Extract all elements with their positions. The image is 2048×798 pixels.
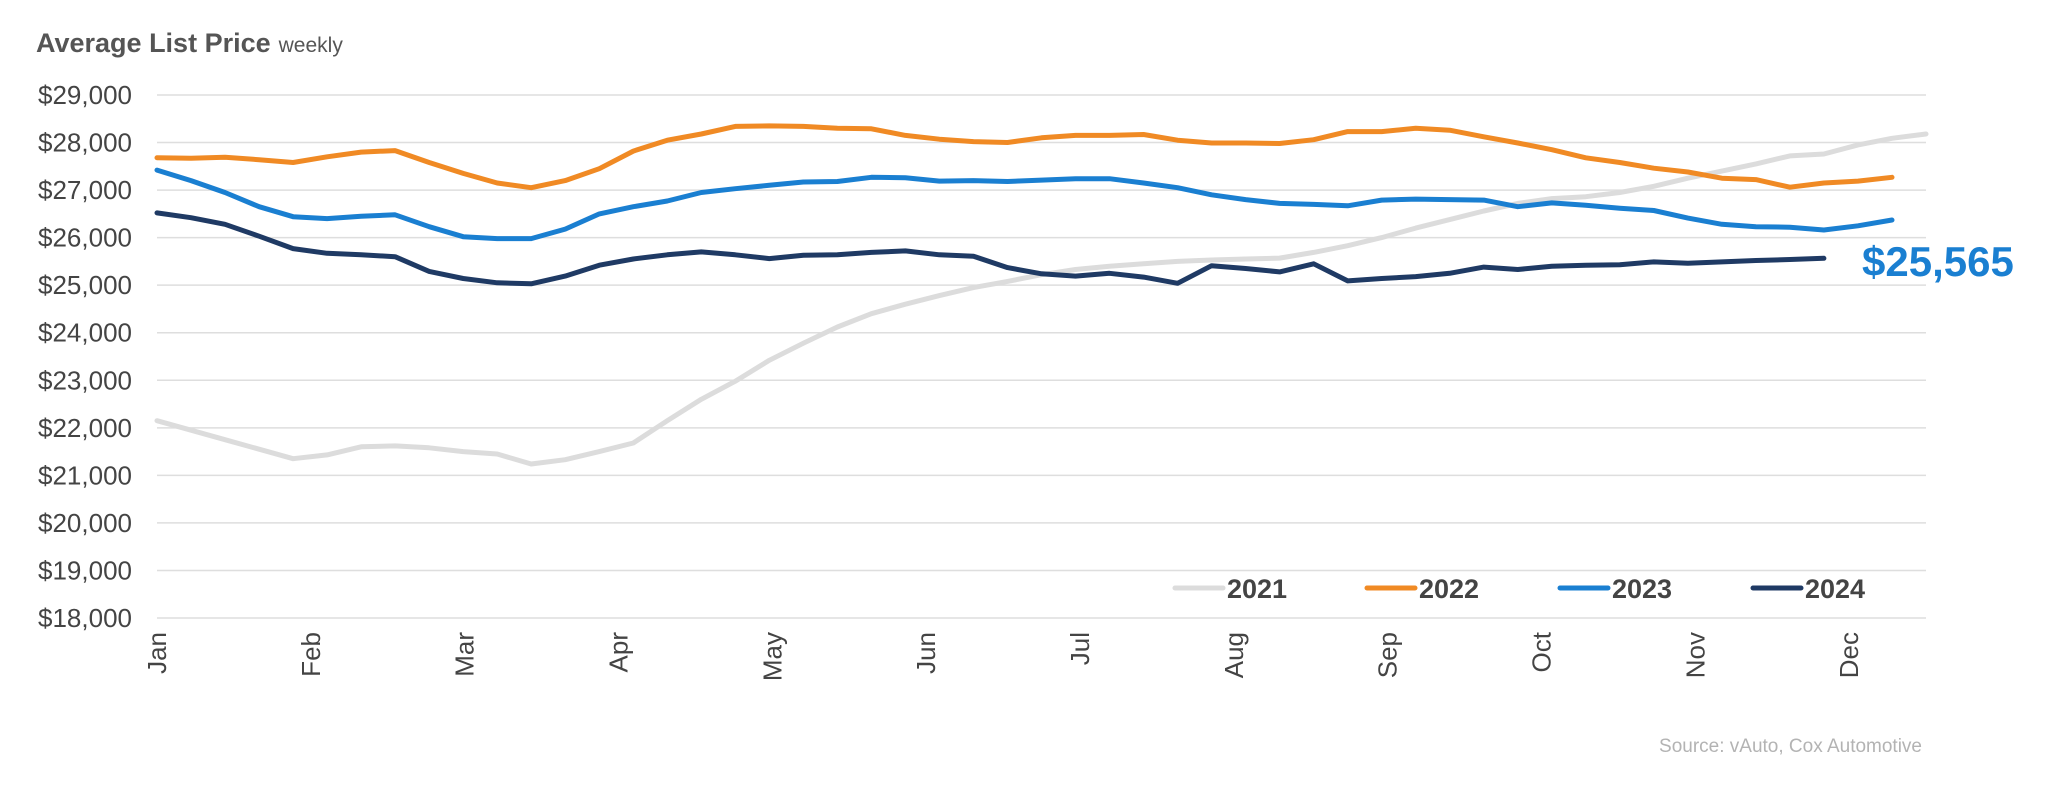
series-line-2022 (154, 123, 1895, 191)
series-line-2021 (154, 131, 1929, 467)
y-tick-label: $27,000 (38, 175, 132, 205)
y-tick-label: $28,000 (38, 128, 132, 158)
legend: 2021 2022 2023 2024 (1172, 574, 1865, 604)
y-tick-label: $21,000 (38, 460, 132, 490)
title: Average List Price (36, 28, 271, 58)
x-tick-label: Apr (603, 632, 633, 673)
x-tick-label: Jan (142, 632, 172, 674)
series-lines (154, 123, 1929, 467)
x-tick-label: Mar (450, 632, 480, 677)
source-note: Source: vAuto, Cox Automotive (1659, 736, 1922, 757)
legend-label: 2024 (1805, 574, 1865, 604)
subtitle: weekly (278, 34, 344, 57)
grid (157, 94, 1926, 619)
x-tick-label: Sep (1373, 632, 1403, 678)
legend-label: 2023 (1612, 574, 1672, 604)
legend-label: 2022 (1419, 574, 1479, 604)
series-line-2023 (154, 167, 1895, 242)
x-axis: Jan Feb Mar Apr May Jun Jul Aug Sep Oct Nov Dec (142, 631, 1864, 681)
x-tick-label: Feb (296, 632, 326, 677)
y-tick-label: $23,000 (38, 365, 132, 395)
legend-label: 2021 (1227, 574, 1287, 604)
y-tick-label: $24,000 (38, 318, 132, 348)
y-axis: $29,000 $28,000 $27,000 $26,000 $25,000 $24,0… (38, 80, 132, 633)
y-tick-label: $26,000 (38, 223, 132, 253)
chart-title: Average List Price weekly (36, 28, 343, 58)
last-value-callout: $25,565 (1862, 238, 2014, 285)
y-tick-label: $19,000 (38, 555, 132, 585)
x-tick-label: Dec (1834, 632, 1864, 678)
x-tick-label: May (757, 632, 787, 681)
series-line-2024 (154, 210, 1827, 287)
x-tick-label: Jun (911, 632, 941, 674)
y-tick-label: $29,000 (38, 80, 132, 110)
x-tick-label: Aug (1219, 632, 1249, 678)
y-tick-label: $18,000 (38, 603, 132, 633)
y-tick-label: $25,000 (38, 270, 132, 300)
x-tick-label: Nov (1680, 632, 1710, 678)
y-tick-label: $22,000 (38, 413, 132, 443)
x-tick-label: Jul (1065, 632, 1095, 665)
x-tick-label: Oct (1526, 631, 1556, 672)
y-tick-label: $20,000 (38, 508, 132, 538)
